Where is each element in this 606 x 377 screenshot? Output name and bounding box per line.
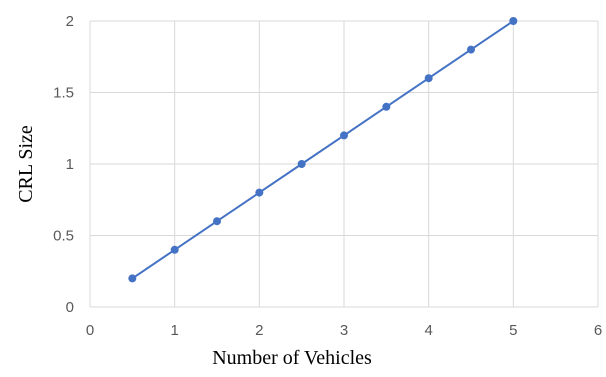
data-point — [255, 188, 264, 197]
data-point — [170, 245, 179, 254]
y-tick-label: 1.5 — [53, 85, 74, 102]
series-layer — [128, 17, 518, 283]
x-tick-label: 5 — [509, 322, 517, 339]
y-tick-label: 0 — [66, 299, 74, 316]
series-line — [131, 20, 515, 280]
data-point — [213, 217, 221, 226]
x-tick-label: 6 — [594, 322, 602, 339]
x-tick-label: 4 — [424, 322, 432, 339]
data-point — [509, 17, 518, 25]
data-point — [467, 45, 475, 54]
data-point — [128, 274, 137, 283]
data-point — [424, 74, 433, 83]
data-point — [297, 160, 306, 168]
y-tick-label: 0.5 — [53, 228, 74, 245]
data-point — [382, 102, 391, 111]
x-axis-title: Number of Vehicles — [212, 347, 372, 369]
x-tick-label: 1 — [170, 322, 178, 339]
tick-labels: 0 1 2 3 4 5 6 0 0.5 1 1.5 2 — [53, 13, 602, 339]
gridlines — [89, 20, 599, 308]
data-point — [340, 131, 348, 140]
y-tick-label: 2 — [66, 13, 74, 30]
y-tick-label: 1 — [66, 156, 74, 173]
y-axis-title: CRL Size — [15, 125, 37, 203]
x-tick-label: 2 — [255, 322, 263, 339]
x-tick-label: 0 — [86, 322, 94, 339]
x-tick-label: 3 — [340, 322, 348, 339]
